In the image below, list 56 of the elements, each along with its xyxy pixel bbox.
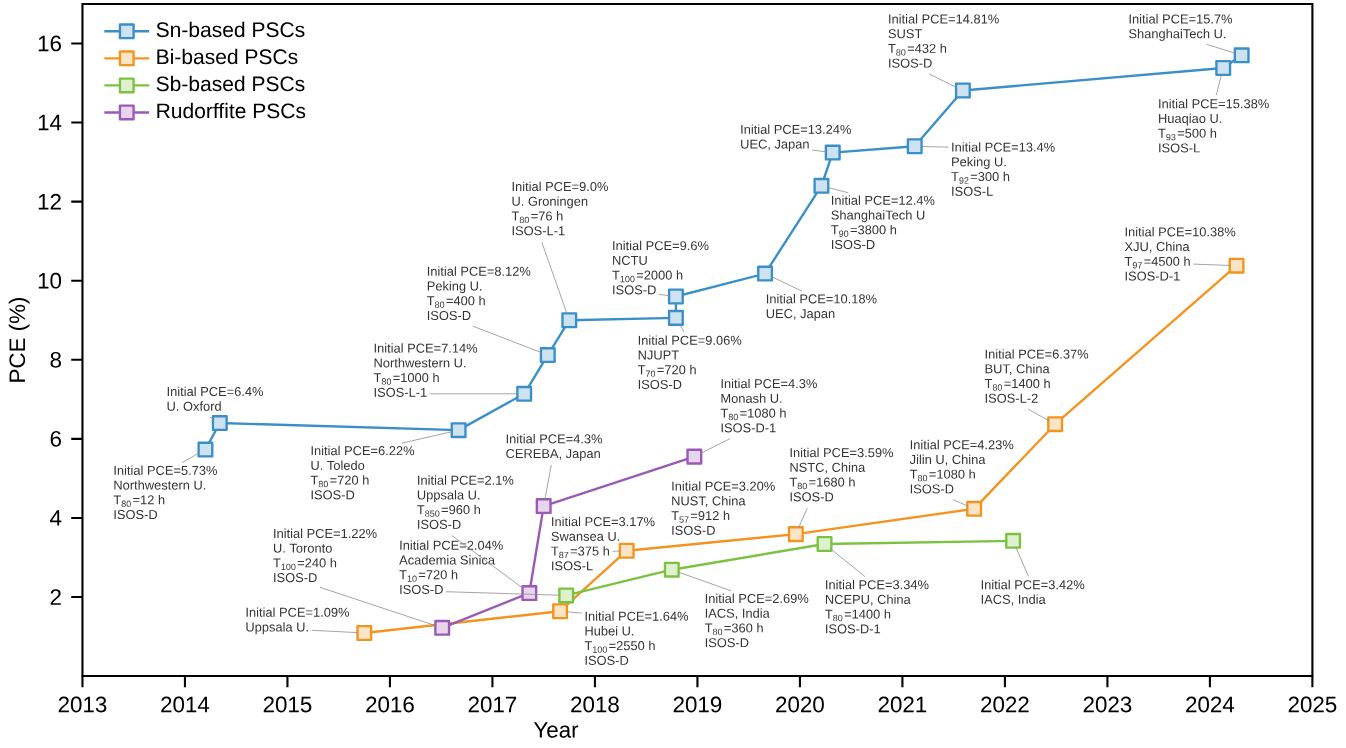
point <box>667 288 684 306</box>
x-tick-label: 2025 <box>1288 697 1337 713</box>
y-axis-title: PCE (%) <box>8 298 30 383</box>
point <box>686 449 703 466</box>
point <box>1233 47 1250 64</box>
y-tick-label: 16 <box>38 36 61 52</box>
y-tick-label: 4 <box>50 510 62 527</box>
x-tick-label: 2021 <box>878 697 927 713</box>
point <box>954 82 971 100</box>
point <box>356 625 373 642</box>
y-tick-label: 14 <box>38 115 62 131</box>
point <box>824 145 841 162</box>
x-tick-label: 2014 <box>161 697 210 713</box>
point <box>816 536 833 553</box>
point <box>558 587 575 604</box>
point <box>813 178 830 195</box>
point <box>757 266 774 283</box>
legend-label: Rudorffite PSCs <box>157 103 306 119</box>
legend-label: Sn-based PSCs <box>156 22 305 38</box>
x-tick-label: 2019 <box>673 697 722 713</box>
point <box>1005 533 1022 550</box>
x-tick-label: 2017 <box>468 697 517 713</box>
x-tick-label: 2022 <box>981 697 1029 713</box>
point <box>663 562 680 579</box>
x-tick-label: 2015 <box>263 697 312 713</box>
y-tick-label: 12 <box>38 194 61 210</box>
point <box>197 441 214 459</box>
x-tick-label: 2024 <box>1186 697 1235 713</box>
point <box>516 386 533 403</box>
point <box>535 498 552 515</box>
point <box>1215 60 1232 77</box>
point <box>450 422 467 439</box>
y-tick-label: 10 <box>38 273 62 290</box>
x-axis-title: Year <box>533 722 579 739</box>
legend-label: Sb-based PSCs <box>156 76 305 92</box>
point <box>966 501 983 518</box>
point <box>561 312 578 329</box>
y-tick-label: 2 <box>50 589 61 606</box>
legend-label: Bi-based PSCs <box>157 49 298 65</box>
x-tick-label: 2013 <box>58 697 107 713</box>
point <box>552 603 569 620</box>
point <box>539 347 556 364</box>
y-tick-label: 6 <box>50 431 61 448</box>
point <box>906 138 923 155</box>
y-tick-label: 8 <box>50 352 61 369</box>
point <box>1047 416 1064 433</box>
point <box>667 310 684 327</box>
x-tick-label: 2020 <box>776 697 824 713</box>
x-tick-label: 2016 <box>366 697 414 713</box>
point <box>618 543 635 560</box>
point <box>211 415 228 432</box>
x-tick-label: 2018 <box>571 697 619 713</box>
x-tick-label: 2023 <box>1083 697 1132 713</box>
point <box>787 526 804 543</box>
point <box>1228 258 1245 275</box>
point <box>434 620 451 637</box>
